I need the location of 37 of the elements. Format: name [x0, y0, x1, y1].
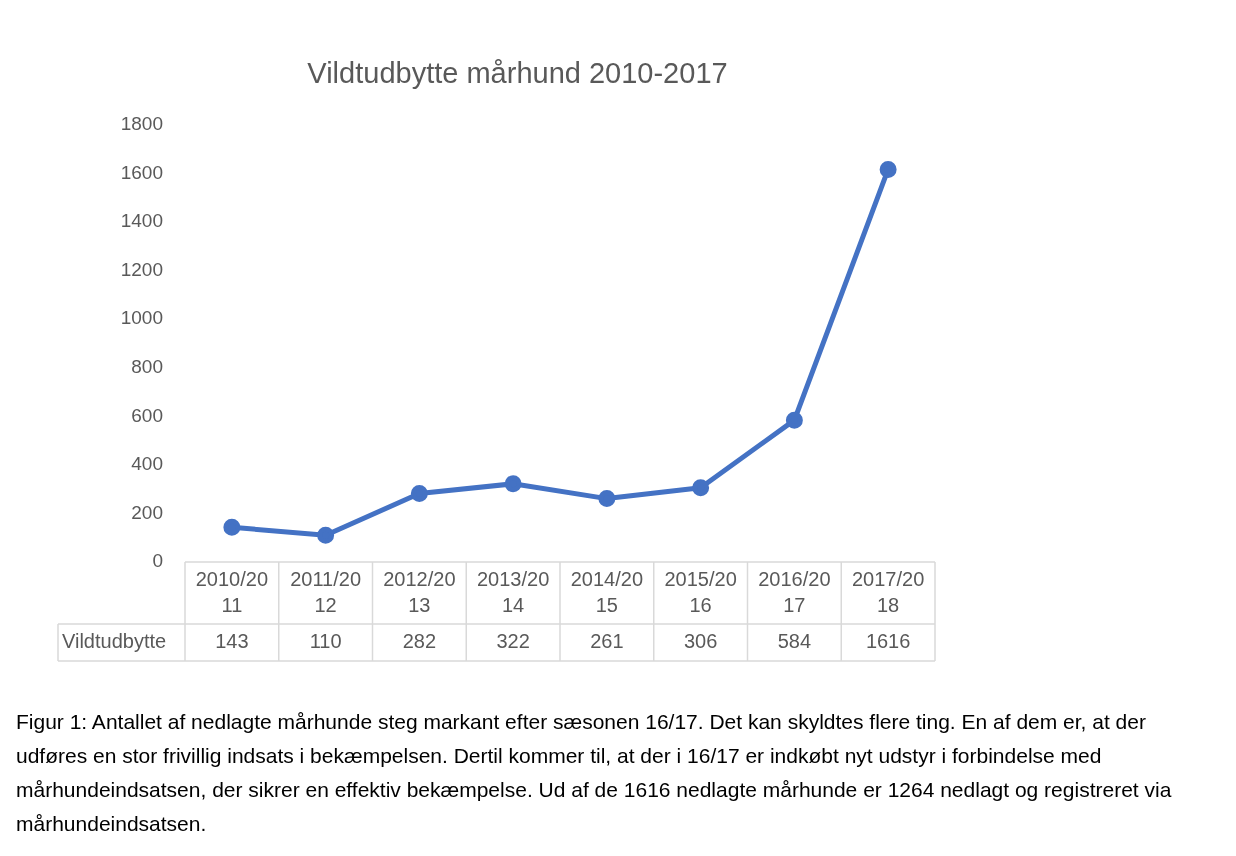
y-tick-label: 800: [131, 355, 163, 377]
y-tick-label: 1200: [120, 258, 163, 280]
point: [410, 485, 428, 503]
point: [223, 518, 241, 536]
point: [785, 411, 803, 429]
y-tick-label: 1600: [120, 161, 163, 183]
data-label: 143: [215, 630, 249, 653]
data-label: 261: [590, 630, 624, 653]
text: Vildtudbytte: [62, 630, 167, 653]
point: [692, 479, 710, 497]
y-tick-label: 400: [131, 453, 163, 475]
y-tick-label: 200: [131, 501, 163, 523]
data-label: 110: [309, 630, 342, 653]
data-label: 282: [402, 630, 437, 653]
text: Figur 1: Antallet af nedlagte mårhunde steg markant efter sæsonen 16/17. Det kan skyldtes flere ting. En af dem er, at der udføres en stor frivillig indsats i bekæmpelsen. Dertil kommer til, at der i 16/17 er indkøbt nyt udstyr i forbindelse med mårhundeindsatsen, der sikrer en effektiv bekæmpelse. Ud af de 1616 nedlagte mårhunde er 1264 nedlagt og registreret via mårhundeindsatsen.: [16, 709, 1173, 837]
x-tick-label: 2014/2015: [570, 567, 644, 616]
y-tick-label: 600: [131, 404, 163, 426]
point: [598, 490, 616, 508]
x-tick-label: 2012/2013: [383, 567, 456, 616]
point: [879, 160, 897, 178]
x-tick-label: 2013/2014: [476, 567, 550, 616]
y-tick-label: 1400: [120, 210, 163, 232]
x-tick-label: 2016/2017: [758, 567, 831, 616]
data-label: 1616: [865, 630, 911, 653]
x-tick-label: 2011/2012: [290, 567, 362, 616]
x-tick-label: 2017/2018: [851, 567, 925, 616]
data-label: 322: [496, 630, 530, 653]
x-tick-label: 2015/2016: [664, 567, 737, 616]
y-tick-label: 1000: [120, 307, 163, 329]
y-tick-label: 1800: [120, 113, 163, 135]
x-tick-label: 2010/2011: [195, 567, 269, 616]
point: [317, 526, 335, 544]
data-label: 306: [683, 630, 718, 653]
point: [504, 475, 522, 493]
chart-title: Vildtudbytte mårhund 2010-2017: [307, 57, 728, 90]
y-tick-label: 0: [152, 550, 163, 572]
data-label: 584: [777, 630, 812, 653]
